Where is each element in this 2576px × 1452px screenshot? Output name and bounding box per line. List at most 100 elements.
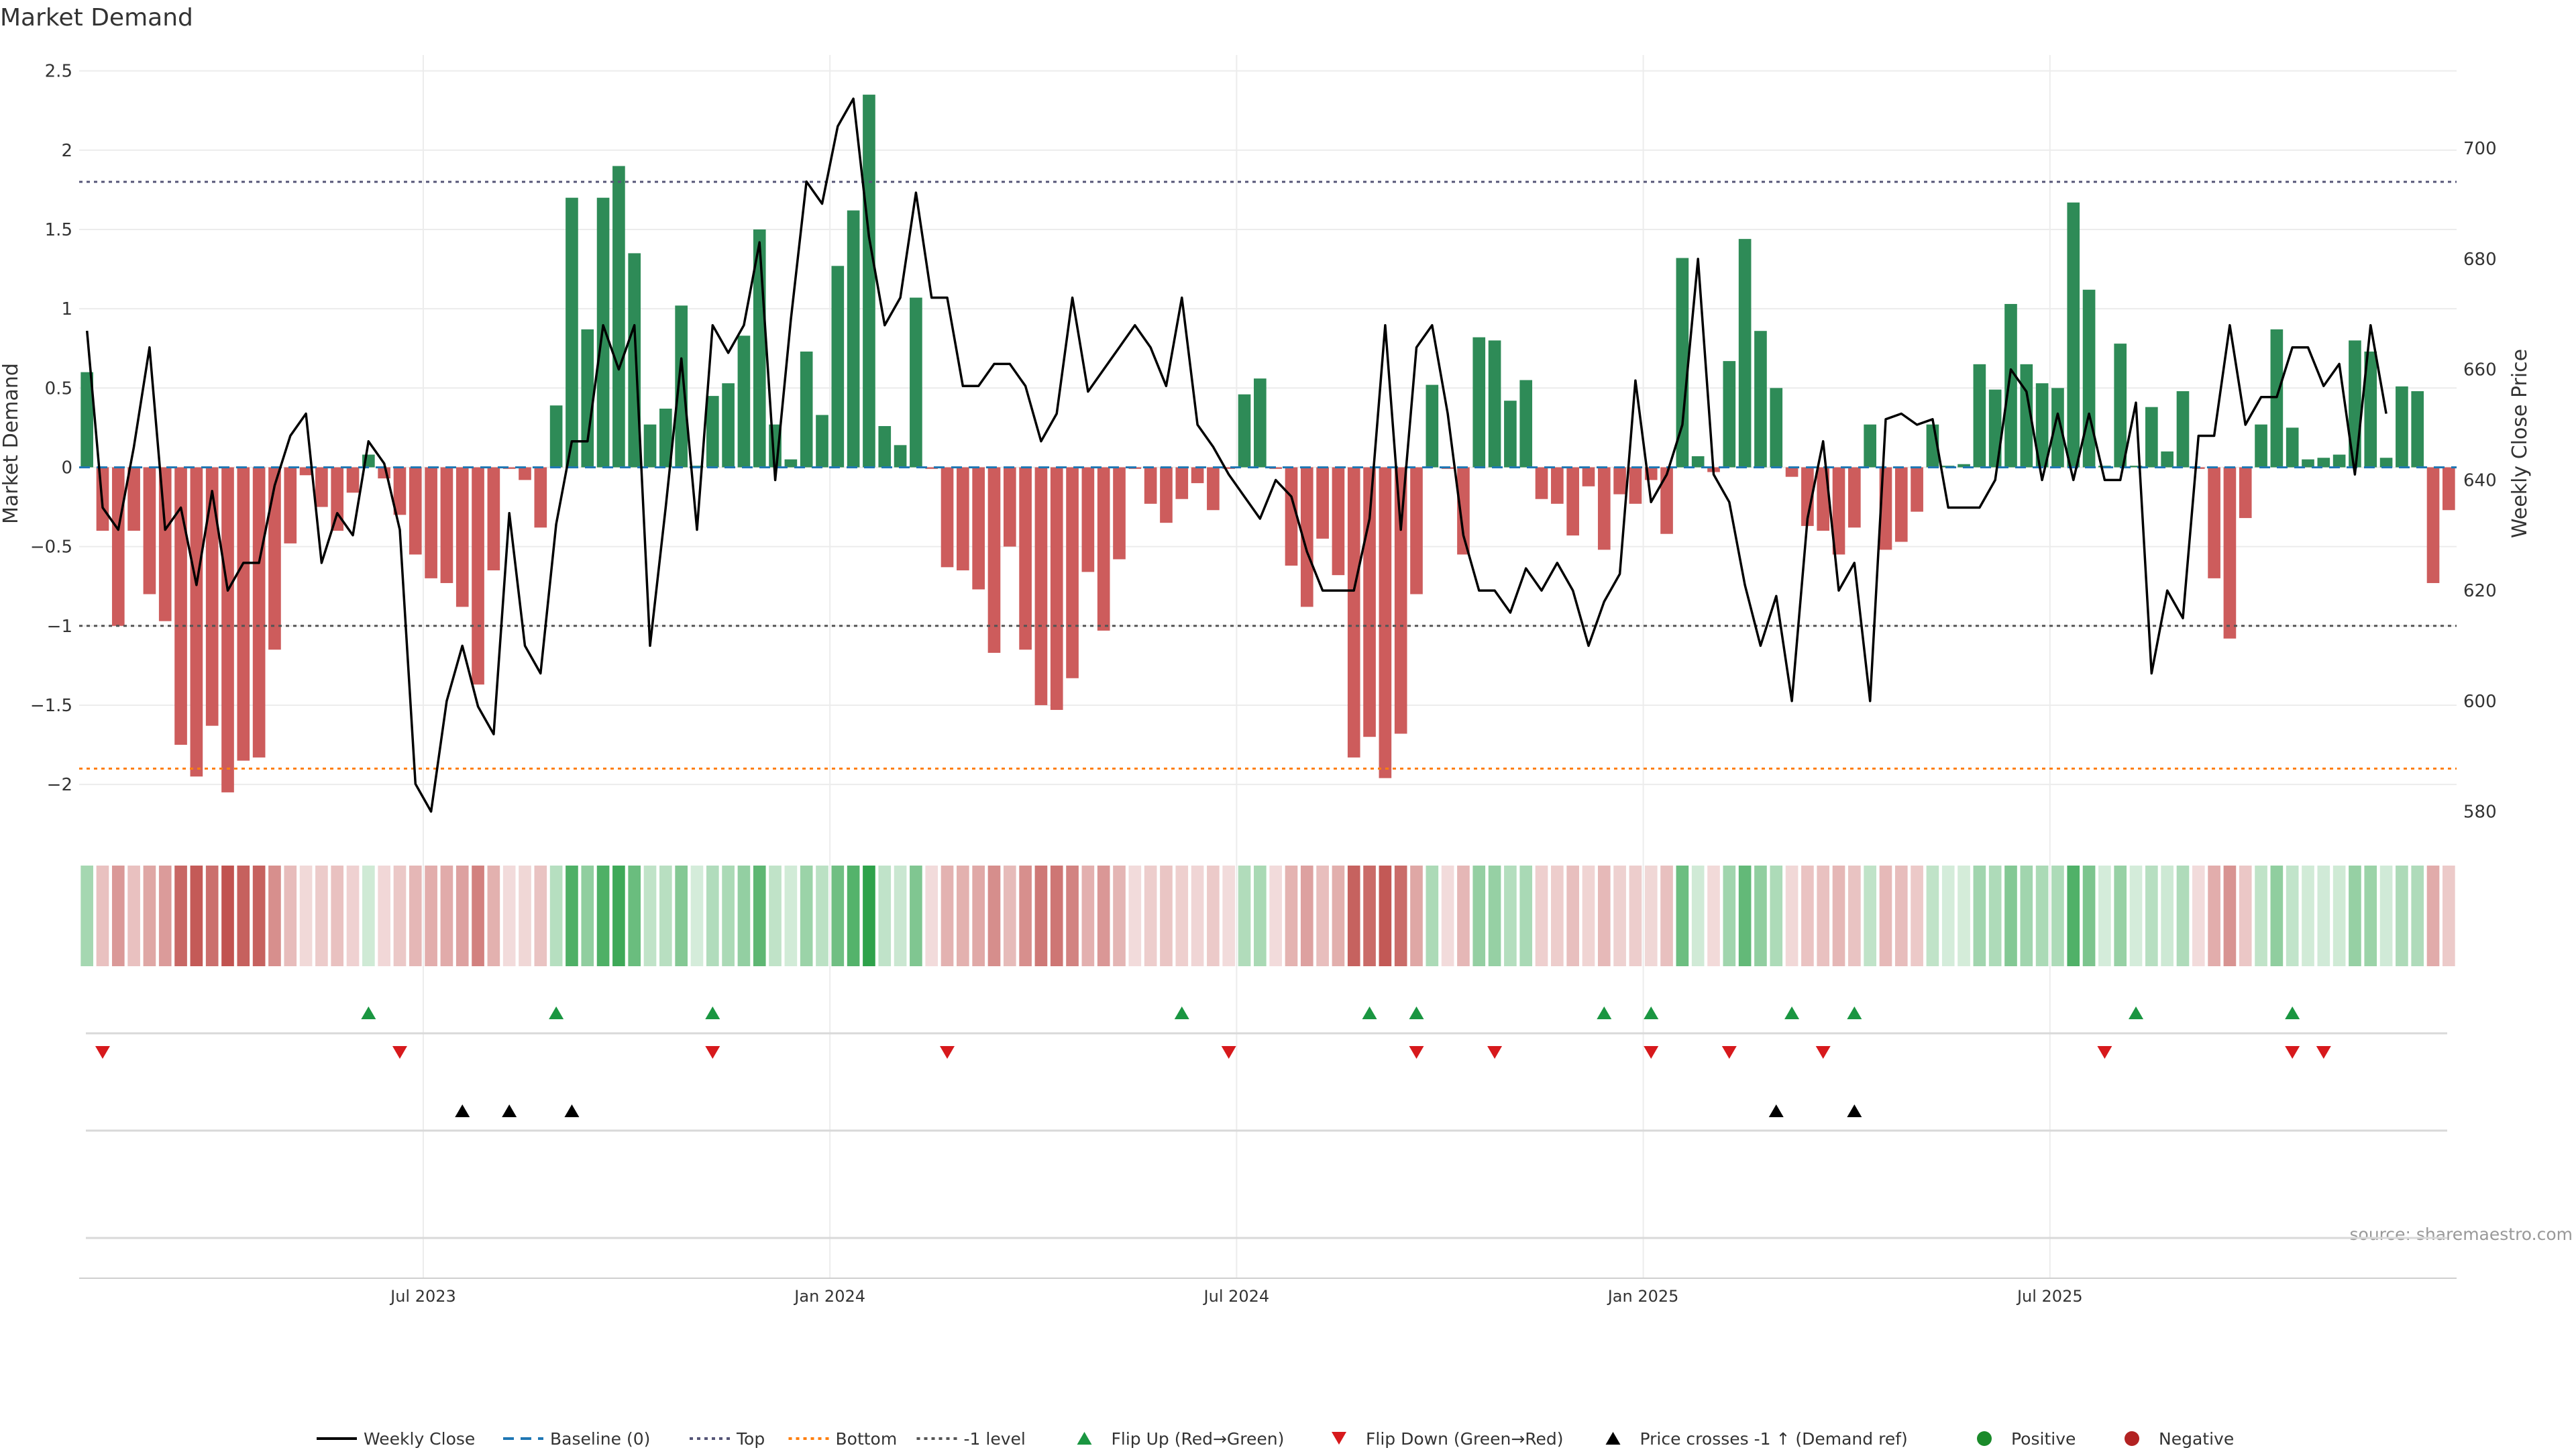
demand-bar <box>2270 329 2284 468</box>
demand-bar <box>174 467 187 745</box>
heat-cell <box>393 866 407 966</box>
demand-bar <box>1097 467 1110 631</box>
heat-cell <box>1864 866 1876 966</box>
heat-cell <box>1879 866 1892 966</box>
heat-cell <box>1097 866 1110 966</box>
signal-markers <box>86 1006 2447 1239</box>
heat-cell <box>1081 866 1095 966</box>
price-cross-marker <box>1847 1104 1862 1117</box>
heat-cell <box>2145 866 2158 966</box>
legend: Weekly Close Baseline (0) Top Bottom -1 leve… <box>317 1429 2234 1449</box>
demand-bar <box>1973 364 1986 468</box>
demand-bar <box>1316 467 1329 539</box>
demand-bar <box>143 467 156 594</box>
demand-bar <box>1785 467 1799 477</box>
heat-cell <box>440 866 453 966</box>
flip-down-marker <box>1721 1046 1737 1059</box>
y-tick-label: 0.5 <box>45 378 72 399</box>
heat-cell <box>1504 866 1517 966</box>
demand-bar <box>2067 202 2080 468</box>
legend-label: Weekly Close <box>364 1429 475 1449</box>
heat-cell <box>1034 866 1048 966</box>
demand-bar <box>1832 467 1845 555</box>
heat-cell <box>315 866 328 966</box>
demand-bar <box>1676 258 1689 468</box>
heat-cell <box>2208 866 2220 966</box>
heat-cell <box>894 866 907 966</box>
demand-bar <box>722 383 735 468</box>
demand-bar <box>2035 383 2049 468</box>
demand-bar <box>1691 456 1705 468</box>
flip-up-marker <box>1597 1006 1612 1019</box>
heat-cell <box>362 866 375 966</box>
demand-bar <box>2208 467 2220 578</box>
heat-cell <box>2098 866 2111 966</box>
heat-cell <box>690 866 704 966</box>
heat-cell <box>534 866 547 966</box>
heat-cell <box>612 866 625 966</box>
y-tick-label: −1 <box>47 617 72 637</box>
demand-bar <box>1597 467 1611 550</box>
heat-cell <box>1191 866 1204 966</box>
flip-down-marker <box>1487 1046 1503 1059</box>
demand-bar <box>472 467 484 685</box>
heat-cell <box>2317 866 2330 966</box>
demand-bar <box>80 372 93 468</box>
demand-bar <box>331 467 344 531</box>
demand-bar <box>2176 391 2190 468</box>
heat-cell <box>800 866 813 966</box>
heat-cell <box>1582 866 1595 966</box>
heat-cell <box>1785 866 1799 966</box>
heat-cell <box>910 866 922 966</box>
demand-bar <box>425 467 437 578</box>
heat-cell <box>205 866 219 966</box>
heat-cell <box>628 866 641 966</box>
chart-title: Market Demand <box>0 4 193 32</box>
legend-item: -1 level <box>916 1429 1026 1449</box>
legend-swatch <box>1605 1432 1621 1445</box>
heat-cell <box>1285 866 1298 966</box>
heat-cell <box>1207 866 1220 966</box>
heat-cell <box>1300 866 1313 966</box>
heat-cell <box>1332 866 1345 966</box>
demand-bar <box>1050 467 1063 711</box>
flip-down-marker <box>1644 1046 1659 1059</box>
demand-bar <box>487 467 500 571</box>
y-tick-label: 1 <box>61 299 72 319</box>
demand-bar <box>566 197 578 468</box>
heat-cell <box>1003 866 1016 966</box>
flip-down-marker <box>95 1046 110 1059</box>
demand-bar <box>612 166 625 468</box>
demand-bar <box>1519 380 1533 468</box>
demand-bar <box>863 95 875 468</box>
heat-cell <box>1707 866 1720 966</box>
heat-cell <box>472 866 484 966</box>
demand-bar <box>675 305 688 468</box>
heat-cell <box>2114 866 2127 966</box>
heat-cell <box>1629 866 1642 966</box>
y2-tick-label: 660 <box>2463 360 2497 380</box>
heat-cell <box>1957 866 1970 966</box>
flip-down-marker <box>940 1046 955 1059</box>
demand-bar <box>1848 467 1861 528</box>
legend-item: Flip Down (Green→Red) <box>1332 1429 1564 1449</box>
y-tick-label: 2 <box>61 141 72 161</box>
demand-bar <box>221 467 234 792</box>
demand-bar <box>1566 467 1579 536</box>
heat-cell <box>2192 866 2205 966</box>
legend-label: Price crosses -1 ↑ (Demand ref) <box>1640 1429 1908 1449</box>
heat-cell <box>1911 866 1923 966</box>
demand-bar <box>2239 467 2252 519</box>
demand-bar <box>268 467 281 650</box>
demand-bar <box>643 424 657 468</box>
heat-cell <box>425 866 437 966</box>
heat-cell <box>987 866 1001 966</box>
demand-bar <box>1410 467 1423 594</box>
demand-bar <box>1629 467 1642 504</box>
demand-bar <box>549 405 563 468</box>
demand-bar <box>534 467 547 528</box>
heat-cell <box>581 866 594 966</box>
grid-layer <box>79 55 2457 1278</box>
heat-cell <box>2176 866 2190 966</box>
heat-strip <box>80 866 2455 966</box>
